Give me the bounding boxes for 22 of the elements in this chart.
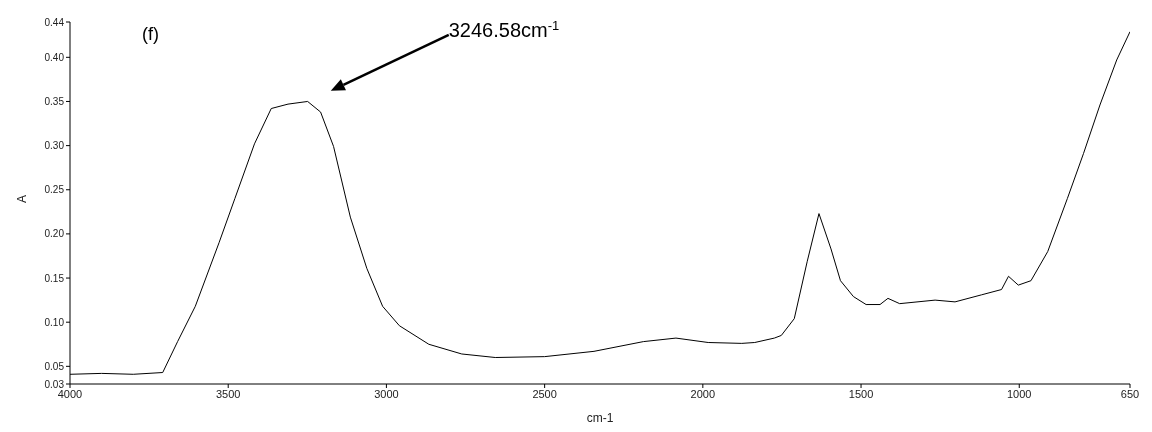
x-tick-label: 1500 bbox=[848, 387, 874, 400]
y-tick-label: 0.20 bbox=[44, 228, 65, 240]
x-axis-title: cm-1 bbox=[586, 411, 614, 425]
annotation: (f) bbox=[142, 24, 159, 44]
x-tick-label: 4000 bbox=[57, 387, 83, 400]
y-tick-label: 0.30 bbox=[44, 140, 65, 152]
x-tick-label: 2500 bbox=[532, 387, 557, 400]
y-tick-label: 0.10 bbox=[44, 316, 65, 328]
y-tick-label: 0.35 bbox=[44, 96, 65, 108]
y-tick-label: 0.03 bbox=[44, 378, 65, 390]
y-axis-title: A bbox=[15, 194, 30, 203]
x-tick-label: 1000 bbox=[1007, 387, 1032, 400]
y-tick-label: 0.05 bbox=[44, 360, 65, 372]
x-tick-label: 3000 bbox=[374, 387, 399, 400]
y-tick-label: 0.15 bbox=[44, 272, 65, 284]
x-tick-label: 2000 bbox=[690, 387, 716, 400]
x-tick-label: 650 bbox=[1120, 387, 1140, 400]
y-tick-label: 0.44 bbox=[44, 16, 65, 28]
annotation: 3246.58cm$^{-1}$ bbox=[448, 17, 560, 41]
x-tick-label: 3500 bbox=[215, 387, 241, 400]
y-tick-label: 0.25 bbox=[44, 184, 65, 196]
y-tick-label: 0.40 bbox=[44, 51, 65, 63]
